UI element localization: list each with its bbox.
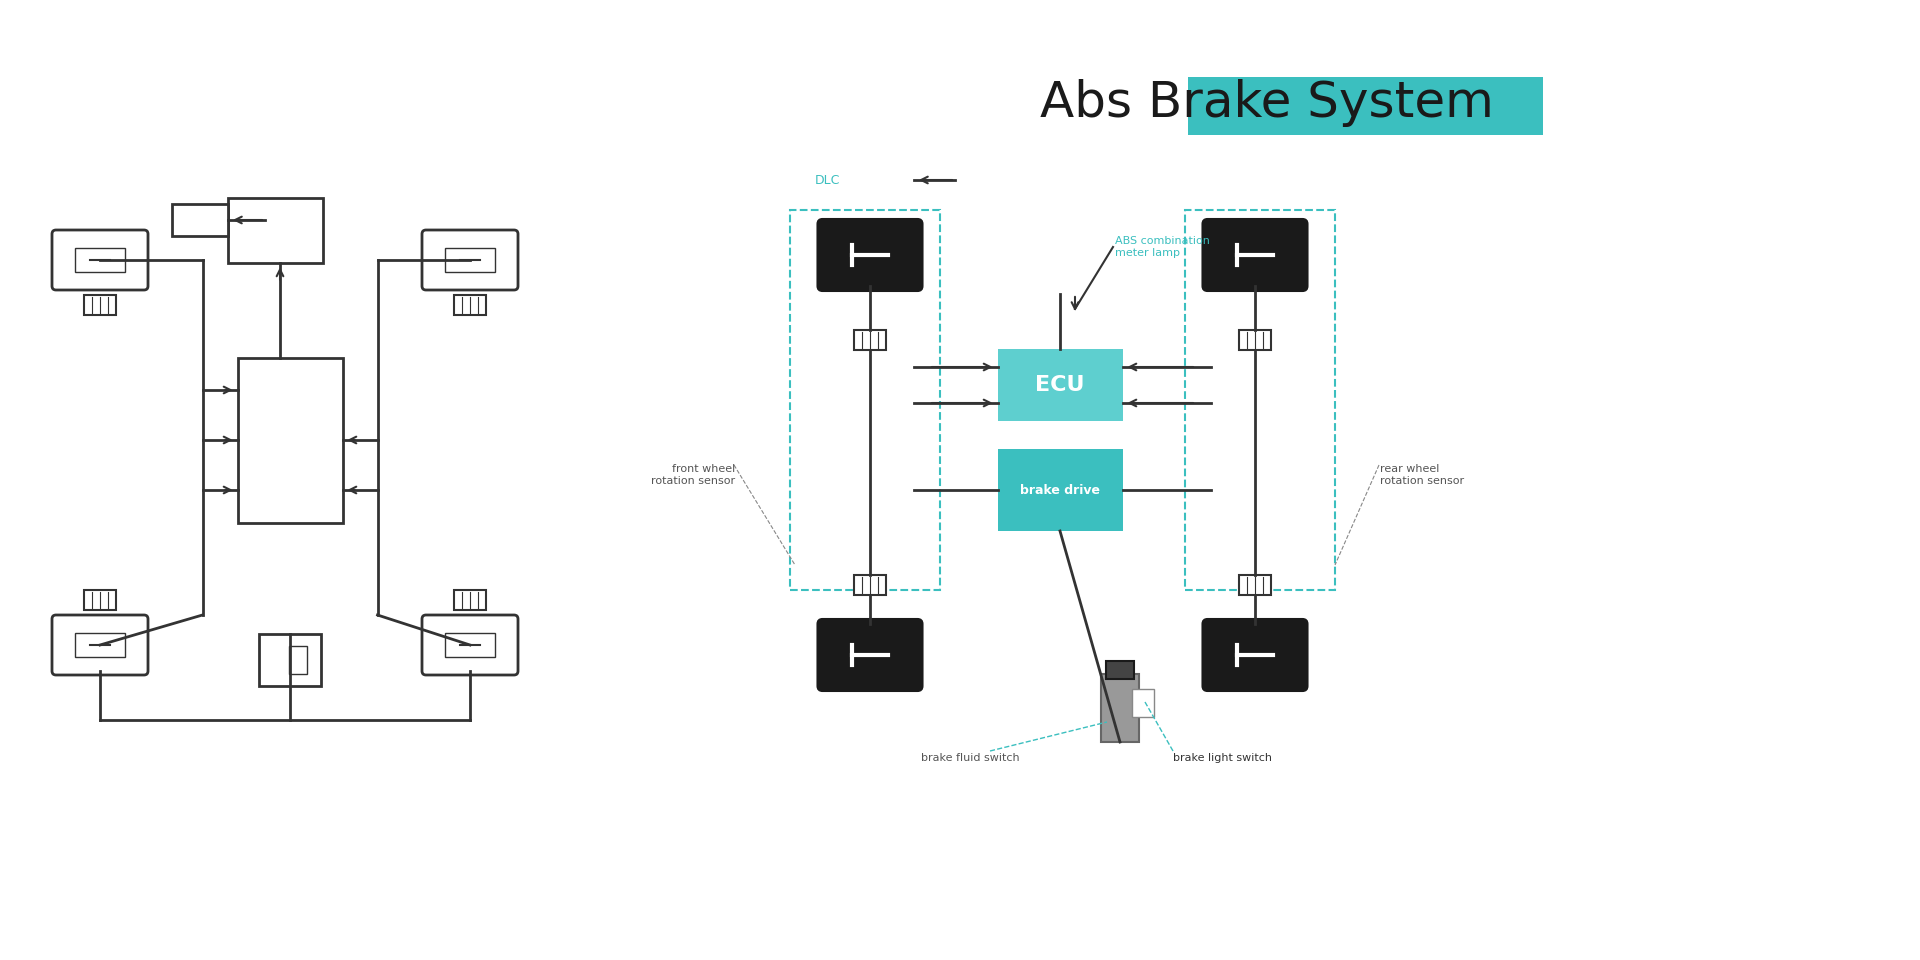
Text: DLC: DLC bbox=[814, 174, 841, 186]
Bar bbox=[75, 248, 125, 272]
Bar bbox=[84, 295, 115, 315]
Bar bbox=[453, 295, 486, 315]
Bar bbox=[998, 349, 1123, 421]
Text: Abs Brake System: Abs Brake System bbox=[1041, 79, 1494, 127]
FancyBboxPatch shape bbox=[1202, 619, 1308, 691]
Bar bbox=[84, 590, 115, 610]
Bar bbox=[1133, 689, 1154, 717]
FancyBboxPatch shape bbox=[422, 230, 518, 290]
Bar bbox=[75, 633, 125, 657]
Bar bbox=[1106, 661, 1135, 679]
Bar bbox=[238, 357, 342, 522]
FancyBboxPatch shape bbox=[422, 615, 518, 675]
Bar bbox=[1238, 330, 1271, 350]
Text: rear wheel
rotation sensor: rear wheel rotation sensor bbox=[1380, 465, 1465, 486]
Text: front wheel
rotation sensor: front wheel rotation sensor bbox=[651, 465, 735, 486]
Bar bbox=[789, 210, 941, 590]
Text: brake fluid switch: brake fluid switch bbox=[922, 753, 1020, 763]
Bar bbox=[259, 634, 321, 686]
FancyBboxPatch shape bbox=[52, 230, 148, 290]
Bar bbox=[1238, 575, 1271, 595]
FancyBboxPatch shape bbox=[818, 619, 922, 691]
Bar bbox=[445, 248, 495, 272]
Text: brake drive: brake drive bbox=[1020, 484, 1100, 496]
Bar bbox=[453, 590, 486, 610]
Bar bbox=[1185, 210, 1334, 590]
Bar bbox=[445, 633, 495, 657]
Text: brake light switch: brake light switch bbox=[1173, 753, 1271, 763]
Bar bbox=[173, 204, 228, 236]
Bar bbox=[854, 575, 885, 595]
Text: ABS combination
meter lamp: ABS combination meter lamp bbox=[1116, 236, 1210, 258]
Bar bbox=[1188, 77, 1544, 135]
FancyBboxPatch shape bbox=[818, 219, 922, 291]
Bar bbox=[290, 646, 307, 674]
FancyBboxPatch shape bbox=[52, 615, 148, 675]
Bar bbox=[854, 330, 885, 350]
Bar bbox=[227, 198, 323, 262]
Bar bbox=[998, 449, 1123, 531]
FancyBboxPatch shape bbox=[1202, 219, 1308, 291]
Bar bbox=[1100, 674, 1139, 742]
Text: ECU: ECU bbox=[1035, 375, 1085, 395]
